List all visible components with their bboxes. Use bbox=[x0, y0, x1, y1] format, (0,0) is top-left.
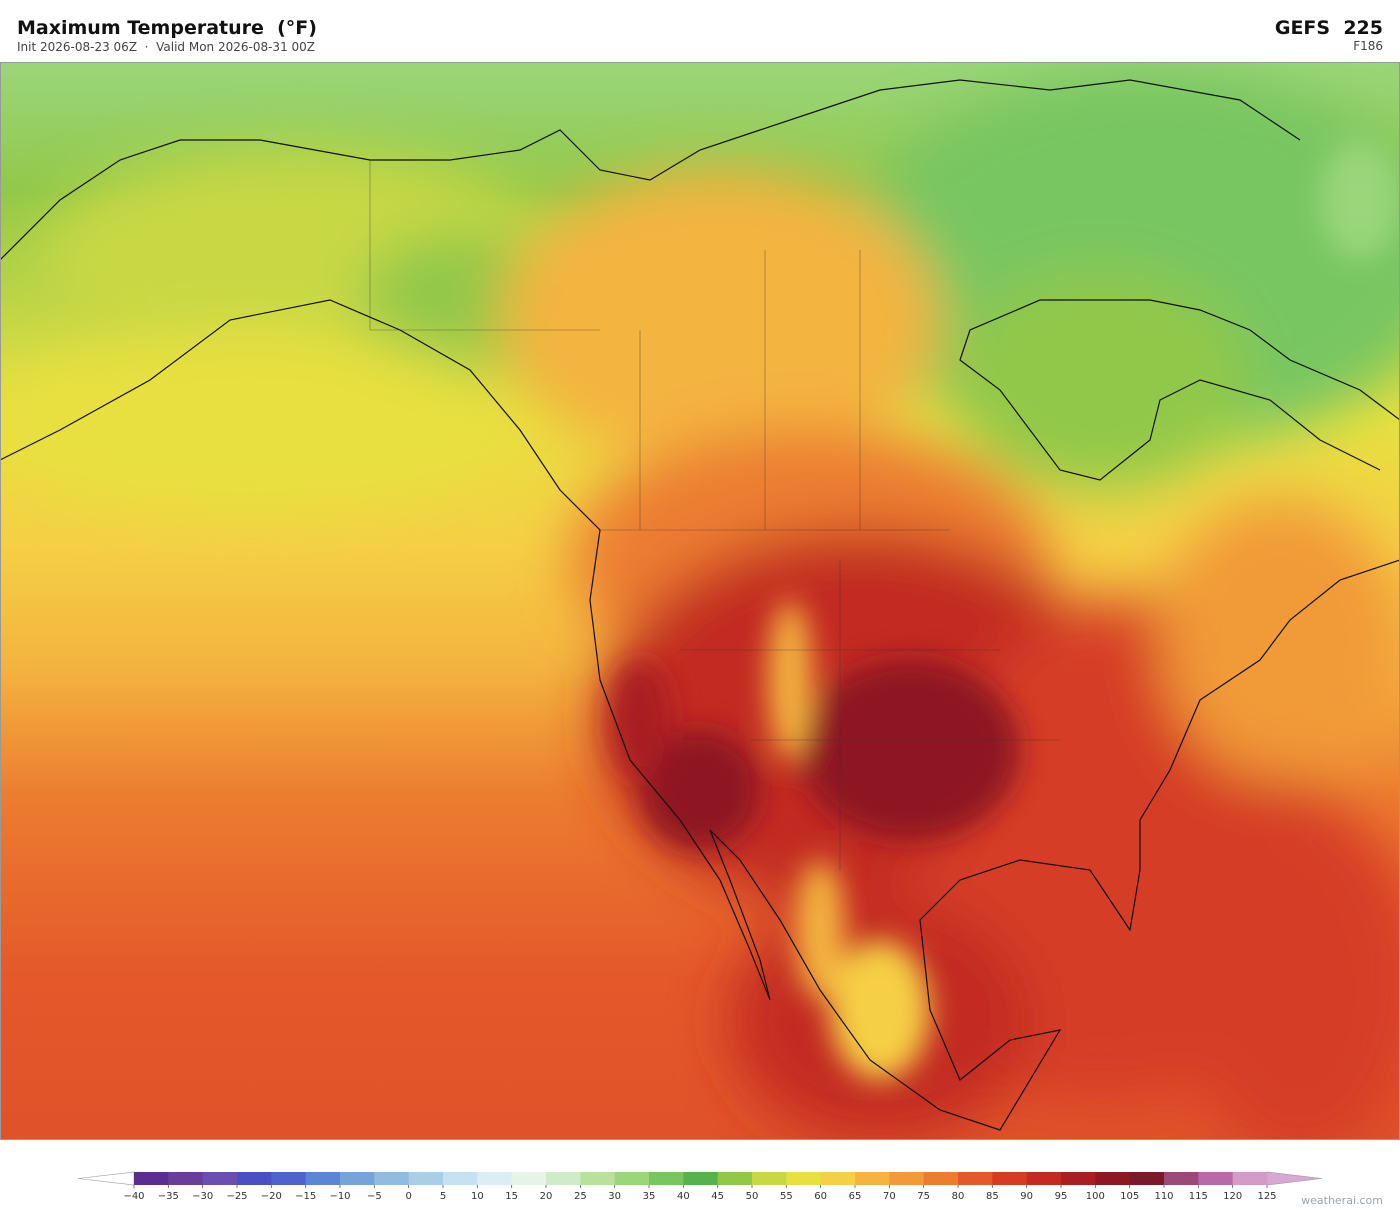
colorbar-swatch bbox=[443, 1172, 478, 1185]
colorbar-tick-label: −40 bbox=[123, 1191, 144, 1202]
colorbar-tick-label: 30 bbox=[608, 1191, 621, 1202]
colorbar-tick-label: 60 bbox=[814, 1191, 827, 1202]
forecast-hour: F186 bbox=[1353, 39, 1383, 53]
colorbar-swatch bbox=[1026, 1172, 1062, 1185]
colorbar-swatch bbox=[1164, 1172, 1199, 1185]
colorbar-swatch bbox=[1095, 1172, 1131, 1185]
colorbar-tick-label: 70 bbox=[883, 1191, 896, 1202]
colorbar-tick-label: 45 bbox=[711, 1191, 724, 1202]
colorbar-swatch bbox=[649, 1172, 684, 1185]
colorbar-tick-label: 75 bbox=[917, 1191, 930, 1202]
colorbar-tick-label: 15 bbox=[505, 1191, 518, 1202]
colorbar-swatch bbox=[168, 1172, 204, 1185]
colorbar-tick-label: 40 bbox=[677, 1191, 690, 1202]
colorbar-swatch bbox=[408, 1172, 444, 1185]
colorbar-tick-label: −10 bbox=[329, 1191, 350, 1202]
model-label: GEFS 225 bbox=[1275, 17, 1383, 39]
credit: weatherai.com bbox=[1301, 1194, 1383, 1207]
colorbar-tick-label: 35 bbox=[643, 1191, 656, 1202]
colorbar-tick-label: 120 bbox=[1223, 1191, 1242, 1202]
colorbar-over bbox=[1266, 1171, 1323, 1186]
colorbar-tick-label: 95 bbox=[1055, 1191, 1068, 1202]
colorbar-tick-label: −25 bbox=[226, 1191, 247, 1202]
colorbar-swatch bbox=[786, 1172, 822, 1185]
colorbar-swatch bbox=[958, 1172, 993, 1185]
colorbar-tick-label: 125 bbox=[1257, 1191, 1276, 1202]
colorbar-swatch bbox=[1198, 1172, 1234, 1185]
colorbar-tick-label: 65 bbox=[849, 1191, 862, 1202]
colorbar-tick-label: −20 bbox=[261, 1191, 282, 1202]
colorbar-swatch bbox=[614, 1172, 650, 1185]
colorbar-swatch bbox=[374, 1172, 410, 1185]
colorbar-tick-label: 5 bbox=[440, 1191, 446, 1202]
colorbar-swatch bbox=[992, 1172, 1028, 1185]
colorbar-swatch bbox=[271, 1172, 307, 1185]
colorbar-tick-label: 115 bbox=[1189, 1191, 1208, 1202]
colorbar-tick-label: 80 bbox=[952, 1191, 965, 1202]
colorbar-swatch bbox=[820, 1172, 856, 1185]
colorbar-swatch bbox=[1061, 1172, 1096, 1185]
colorbar-swatch bbox=[546, 1172, 581, 1185]
colorbar-swatch bbox=[237, 1172, 272, 1185]
colorbar-swatch bbox=[580, 1172, 616, 1185]
colorbar-tick-label: 100 bbox=[1086, 1191, 1105, 1202]
colorbar-tick-label: 55 bbox=[780, 1191, 793, 1202]
title: Maximum Temperature (°F) bbox=[17, 17, 317, 39]
colorbar-tick-label: 10 bbox=[471, 1191, 484, 1202]
colorbar-swatch bbox=[511, 1172, 547, 1185]
colorbar-swatch bbox=[752, 1172, 787, 1185]
colorbar-swatch bbox=[1232, 1172, 1268, 1185]
colorbar-tick-label: 20 bbox=[540, 1191, 553, 1202]
map bbox=[0, 62, 1400, 1140]
colorbar-swatch bbox=[855, 1172, 890, 1185]
colorbar-tick-label: 25 bbox=[574, 1191, 587, 1202]
colorbar-tick-label: 0 bbox=[405, 1191, 411, 1202]
colorbar-swatch bbox=[202, 1172, 238, 1185]
colorbar-tick-label: 50 bbox=[746, 1191, 759, 1202]
colorbar-swatch bbox=[923, 1172, 959, 1185]
colorbar-swatch bbox=[340, 1172, 375, 1185]
colorbar: −40 −35 −30 −25 −20 −15 −10 −5 0 5 10 15 20 25 30 35 40 4… bbox=[77, 1171, 1323, 1202]
colorbar-tick-label: 90 bbox=[1020, 1191, 1033, 1202]
colorbar-swatch bbox=[683, 1172, 719, 1185]
colorbar-tick-label: −15 bbox=[295, 1191, 316, 1202]
colorbar-under bbox=[77, 1171, 135, 1186]
colorbar-tick-label: −35 bbox=[158, 1191, 179, 1202]
colorbar-swatch bbox=[1129, 1172, 1165, 1185]
colorbar-tick-label: −5 bbox=[367, 1191, 382, 1202]
colorbar-swatch bbox=[134, 1172, 169, 1185]
colorbar-tick-label: 110 bbox=[1154, 1191, 1173, 1202]
colorbar-swatch bbox=[477, 1172, 513, 1185]
colorbar-tick-label: −30 bbox=[192, 1191, 213, 1202]
colorbar-tick-label: 105 bbox=[1120, 1191, 1139, 1202]
colorbar-swatch bbox=[717, 1172, 753, 1185]
colorbar-swatch bbox=[305, 1172, 341, 1185]
colorbar-swatch bbox=[889, 1172, 925, 1185]
colorbar-tick-label: 85 bbox=[986, 1191, 999, 1202]
subtitle: Init 2026-08-23 06Z · Valid Mon 2026-08-… bbox=[17, 40, 315, 54]
